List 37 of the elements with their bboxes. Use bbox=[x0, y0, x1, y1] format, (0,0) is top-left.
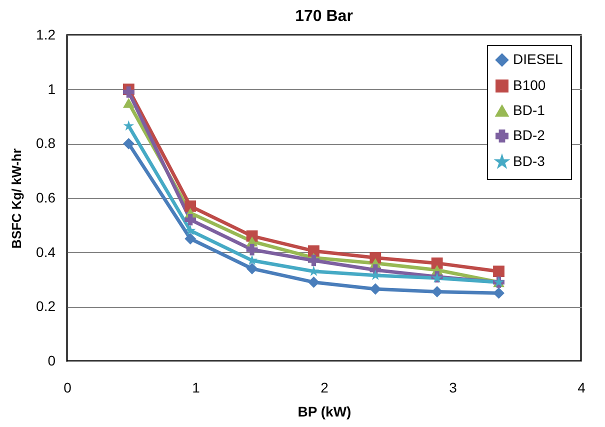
x-tick-label: 2 bbox=[320, 380, 329, 396]
point bbox=[308, 245, 320, 257]
point bbox=[246, 262, 258, 274]
y-tick-label: 1.2 bbox=[36, 26, 56, 42]
point bbox=[431, 258, 443, 269]
legend-label: B100 bbox=[513, 77, 546, 93]
point bbox=[493, 266, 504, 278]
point bbox=[308, 254, 320, 266]
legend-label: BD-1 bbox=[513, 102, 546, 118]
x-tick-label: 4 bbox=[578, 380, 586, 396]
point bbox=[184, 224, 196, 236]
x-tick-label: 1 bbox=[192, 380, 200, 396]
y-tick-label: 0.6 bbox=[36, 190, 56, 206]
point bbox=[431, 286, 443, 298]
point bbox=[184, 214, 196, 226]
point bbox=[246, 244, 258, 256]
y-tick-label: 1 bbox=[48, 80, 56, 97]
point bbox=[122, 138, 134, 150]
point bbox=[122, 98, 134, 108]
legend-label: DIESEL bbox=[513, 51, 564, 67]
point bbox=[184, 233, 196, 244]
point bbox=[184, 200, 196, 212]
x-axis-title: BP (kW) bbox=[298, 404, 352, 420]
y-tick-label: 0.8 bbox=[36, 135, 56, 152]
point bbox=[122, 86, 134, 98]
y-axis-title: BSFC Kg/ kW-hr bbox=[9, 148, 24, 249]
point bbox=[493, 287, 504, 299]
x-tick-label: 3 bbox=[449, 380, 458, 396]
legend-label: BD-2 bbox=[513, 127, 546, 143]
legend-label: BD-3 bbox=[513, 153, 546, 169]
point bbox=[308, 276, 320, 288]
point bbox=[123, 120, 134, 131]
y-tick-label: 0.4 bbox=[36, 244, 56, 260]
chart-title: 170 Bar bbox=[295, 8, 353, 25]
x-tick-label: 0 bbox=[64, 380, 72, 396]
y-tick-label: 0.2 bbox=[36, 298, 56, 314]
y-tick-label: 0 bbox=[48, 352, 56, 368]
